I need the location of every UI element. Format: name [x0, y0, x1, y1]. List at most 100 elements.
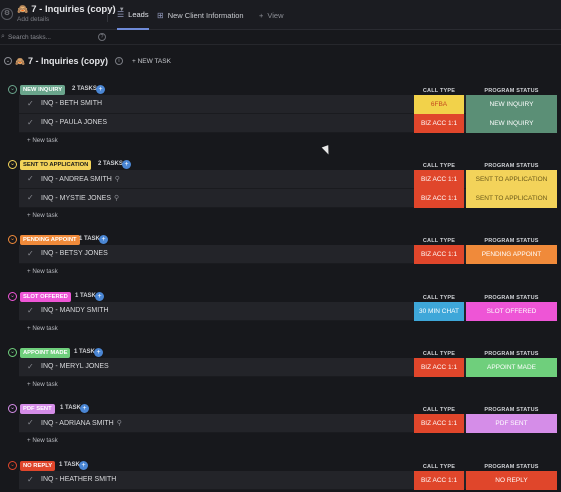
add-task-plus-icon[interactable]: + [94, 348, 103, 357]
column-header-call-type[interactable]: CALL TYPE [422, 88, 456, 94]
paperclip-icon[interactable]: ⚲ [114, 195, 120, 202]
status-badge[interactable]: NEW INQUIRY [20, 85, 66, 95]
checkmark-icon[interactable]: ✓ [27, 193, 34, 202]
checkmark-icon[interactable]: ✓ [27, 99, 34, 108]
status-badge[interactable]: NO REPLY [20, 461, 56, 471]
status-badge[interactable]: APPOINT MADE [20, 348, 71, 358]
task-row[interactable]: ✓ INQ - ANDREA SMITH ⚲ BIZ ACC 1:1 SENT TO A… [19, 170, 557, 189]
column-header-program-status[interactable]: PROGRAM STATUS [484, 163, 539, 169]
task-row[interactable]: ✓ INQ - BETH SMITH 6FBA NEW INQUIRY [19, 95, 557, 114]
collapse-group-icon[interactable]: ⌄ [8, 85, 17, 94]
chevron-down-icon[interactable]: ▼ [118, 6, 125, 13]
column-header-call-type[interactable]: CALL TYPE [422, 464, 456, 470]
program-status-cell[interactable]: NO REPLY [466, 471, 557, 490]
task-name[interactable]: INQ - ADRIANA SMITH ⚲ [41, 419, 122, 427]
add-view-button[interactable]: + View [259, 0, 284, 30]
info-icon[interactable]: i [114, 57, 123, 65]
program-status-cell[interactable]: PENDING APPOINT [466, 245, 557, 264]
column-header-program-status[interactable]: PROGRAM STATUS [484, 464, 539, 470]
column-header-call-type[interactable]: CALL TYPE [422, 163, 456, 169]
program-status-cell[interactable]: SLOT OFFERED [466, 302, 557, 321]
collapse-group-icon[interactable]: ⌄ [8, 461, 17, 470]
new-task-link[interactable]: + New task [27, 325, 58, 332]
column-header-program-status[interactable]: PROGRAM STATUS [484, 295, 539, 301]
tab-new-client-information[interactable]: ⊞ New Client Information [157, 0, 244, 30]
column-header-program-status[interactable]: PROGRAM STATUS [484, 407, 539, 413]
column-header-call-type[interactable]: CALL TYPE [422, 351, 456, 357]
collapse-group-icon[interactable]: ⌄ [8, 348, 17, 357]
add-task-plus-icon[interactable]: + [79, 461, 88, 470]
call-type-cell[interactable]: BIZ ACC 1:1 [414, 245, 464, 264]
checkmark-icon[interactable]: ✓ [27, 475, 34, 484]
collapse-group-icon[interactable]: ⌄ [8, 160, 17, 169]
program-status-cell[interactable]: SENT TO APPLICATION [466, 189, 557, 208]
task-name[interactable]: INQ - BETSY JONES [41, 250, 108, 257]
call-type-cell[interactable]: BIZ ACC 1:1 [414, 358, 464, 377]
list-title[interactable]: 7 - Inquiries (copy) [27, 56, 108, 66]
call-type-cell[interactable]: BIZ ACC 1:1 [414, 189, 464, 208]
column-header-call-type[interactable]: CALL TYPE [422, 295, 456, 301]
call-type-cell[interactable]: BIZ ACC 1:1 [414, 114, 464, 133]
paperclip-icon[interactable]: ⚲ [114, 176, 120, 183]
new-task-link[interactable]: + New task [27, 381, 58, 388]
add-task-plus-icon[interactable]: + [80, 404, 89, 413]
add-details-link[interactable]: Add details [17, 16, 50, 23]
collapse-group-icon[interactable]: ⌄ [8, 404, 17, 413]
task-row[interactable]: ✓ INQ - PAULA JONES BIZ ACC 1:1 NEW INQUIRY [19, 114, 557, 133]
add-task-plus-icon[interactable]: + [96, 85, 105, 94]
column-header-program-status[interactable]: PROGRAM STATUS [484, 351, 539, 357]
collapse-group-icon[interactable]: ⌄ [8, 235, 17, 244]
call-type-cell[interactable]: BIZ ACC 1:1 [414, 414, 464, 433]
task-name[interactable]: INQ - MERYL JONES [41, 363, 109, 370]
new-task-link[interactable]: + New task [27, 137, 58, 144]
search-input[interactable] [8, 32, 98, 43]
status-badge[interactable]: PDF SENT [20, 404, 55, 414]
checkmark-icon[interactable]: ✓ [27, 118, 34, 127]
program-status-cell[interactable]: SENT TO APPLICATION [466, 170, 557, 189]
collapse-list-icon[interactable]: ⌄ [4, 57, 12, 65]
program-status-cell[interactable]: NEW INQUIRY [466, 95, 557, 114]
paperclip-icon[interactable]: ⚲ [116, 420, 122, 427]
program-status-cell[interactable]: APPOINT MADE [466, 358, 557, 377]
checkmark-icon[interactable]: ✓ [27, 249, 34, 258]
status-badge[interactable]: SLOT OFFERED [20, 292, 71, 302]
status-badge[interactable]: PENDING APPOINT [20, 235, 80, 245]
gear-icon[interactable]: ⚙ [1, 8, 13, 20]
column-header-program-status[interactable]: PROGRAM STATUS [484, 238, 539, 244]
task-row[interactable]: ✓ INQ - BETSY JONES BIZ ACC 1:1 PENDING APP… [19, 245, 557, 264]
list-title-block[interactable]: 🙈 7 - Inquiries (copy) ▼ Add details [17, 4, 125, 23]
new-task-link[interactable]: + New task [27, 268, 58, 275]
task-name[interactable]: INQ - MANDY SMITH [41, 307, 109, 314]
program-status-cell[interactable]: NEW INQUIRY [466, 114, 557, 133]
task-row[interactable]: ✓ INQ - HEATHER SMITH BIZ ACC 1:1 NO REPLY [19, 471, 557, 490]
task-row[interactable]: ✓ INQ - MERYL JONES BIZ ACC 1:1 APPOINT MAD… [19, 358, 557, 377]
new-task-link[interactable]: + New task [27, 212, 58, 219]
column-header-program-status[interactable]: PROGRAM STATUS [484, 88, 539, 94]
status-badge[interactable]: SENT TO APPLICATION [20, 160, 92, 170]
call-type-cell[interactable]: 6FBA [414, 95, 464, 114]
task-name[interactable]: INQ - ANDREA SMITH ⚲ [41, 175, 120, 183]
new-task-link[interactable]: + New task [27, 437, 58, 444]
collapse-group-icon[interactable]: ⌄ [8, 292, 17, 301]
column-header-call-type[interactable]: CALL TYPE [422, 238, 456, 244]
task-name[interactable]: INQ - MYSTIE JONES ⚲ [41, 194, 119, 202]
page-title[interactable]: 7 - Inquiries (copy) [31, 4, 116, 15]
checkmark-icon[interactable]: ✓ [27, 418, 34, 427]
checkmark-icon[interactable]: ✓ [27, 362, 34, 371]
task-row[interactable]: ✓ INQ - MYSTIE JONES ⚲ BIZ ACC 1:1 SENT TO A… [19, 189, 557, 208]
program-status-cell[interactable]: PDF SENT [466, 414, 557, 433]
tab-leads[interactable]: ☰ Leads [117, 0, 149, 30]
help-icon[interactable]: ? [98, 33, 106, 41]
checkmark-icon[interactable]: ✓ [27, 306, 34, 315]
call-type-cell[interactable]: 30 MIN CHAT [414, 302, 464, 321]
call-type-cell[interactable]: BIZ ACC 1:1 [414, 170, 464, 189]
task-name[interactable]: INQ - BETH SMITH [41, 100, 102, 107]
add-task-plus-icon[interactable]: + [95, 292, 104, 301]
task-row[interactable]: ✓ INQ - MANDY SMITH 30 MIN CHAT SLOT OFFERE… [19, 302, 557, 321]
new-task-button[interactable]: + NEW TASK [131, 57, 171, 65]
add-task-plus-icon[interactable]: + [122, 160, 131, 169]
checkmark-icon[interactable]: ✓ [27, 174, 34, 183]
task-name[interactable]: INQ - PAULA JONES [41, 119, 107, 126]
column-header-call-type[interactable]: CALL TYPE [422, 407, 456, 413]
task-row[interactable]: ✓ INQ - ADRIANA SMITH ⚲ BIZ ACC 1:1 PDF SENT [19, 414, 557, 433]
